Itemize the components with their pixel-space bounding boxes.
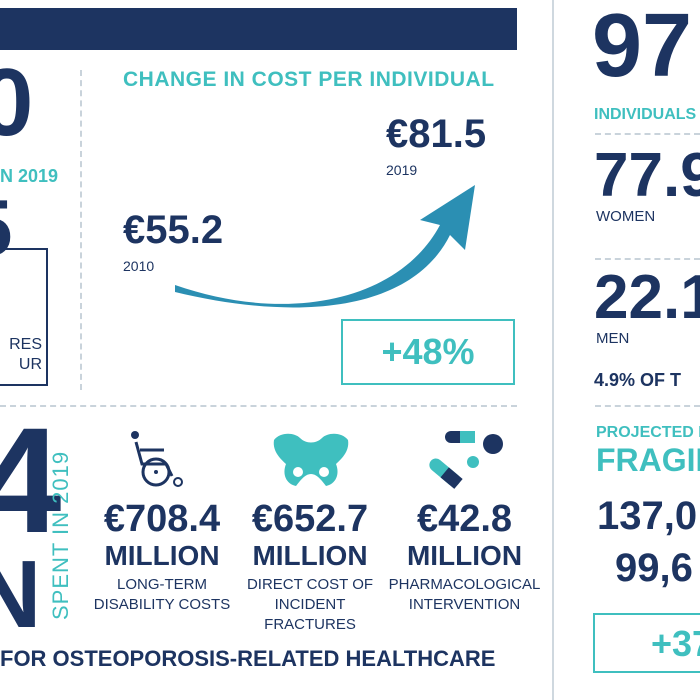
spend-value-pharma: €42.8	[416, 498, 513, 540]
projected-change-text: +37	[651, 623, 700, 664]
year-2019: 2019	[386, 162, 418, 178]
projected-label: PROJECTED I	[596, 424, 700, 441]
desc-line: DISABILITY COSTS	[93, 596, 231, 613]
spent-vertical-label: SPENT IN 2019	[48, 450, 73, 620]
projected-value-a: 137,0	[597, 494, 698, 538]
projected-value-b: 99,6	[615, 546, 693, 590]
cost-change-title: CHANGE IN COST PER INDIVIDUAL	[123, 68, 495, 91]
year-2010: 2010	[123, 258, 155, 274]
dashed-divider-right-3	[595, 405, 700, 407]
dashed-divider-vertical	[80, 70, 82, 390]
dashed-divider-right-1	[595, 133, 700, 135]
spend-unit-disability: MILLION	[104, 540, 220, 571]
desc-line: LONG-TERM	[117, 576, 207, 593]
pelvis-icon	[273, 433, 349, 486]
wheelchair-icon	[131, 431, 183, 487]
women-value: 77.9	[594, 141, 700, 210]
growth-arrow	[175, 185, 475, 308]
men-value: 22.1	[594, 263, 700, 332]
left-big-number: 0	[0, 49, 34, 156]
fragil-label: FRAGIL	[596, 442, 700, 478]
spend-desc-pharma: PHARMACOLOGICAL INTERVENTION	[387, 575, 542, 615]
spend-desc-fractures: DIRECT COST OF INCIDENT FRACTURES	[240, 575, 380, 635]
men-label: MEN	[596, 330, 630, 347]
spent-big-digit: 4	[0, 396, 62, 564]
value-2010: €55.2	[123, 208, 224, 252]
spend-desc-disability: LONG-TERM DISABILITY COSTS	[92, 575, 232, 615]
spend-value-disability: €708.4	[103, 498, 221, 540]
spend-value-fractures: €652.7	[251, 498, 369, 540]
spent-big-letter: N	[0, 541, 42, 648]
individuals-label: INDIVIDUALS	[594, 106, 697, 123]
desc-line: INTERVENTION	[408, 596, 521, 613]
percent-text: 4.9% OF T	[594, 370, 682, 390]
spent-footer: FOR OSTEOPOROSIS-RELATED HEALTHCARE	[0, 646, 496, 671]
dashed-divider-right-2	[595, 258, 700, 260]
cost-change-box: +48%	[341, 319, 515, 385]
right-big-number: 97	[592, 0, 693, 96]
spend-unit-fractures: MILLION	[252, 540, 368, 571]
desc-line: INCIDENT	[274, 596, 346, 613]
dashed-divider-horizontal	[0, 405, 517, 407]
pills-icon	[429, 431, 503, 489]
header-bar	[0, 8, 517, 50]
desc-line: DIRECT COST OF	[246, 576, 374, 593]
column-divider	[552, 0, 554, 700]
desc-line: PHARMACOLOGICAL	[388, 576, 541, 593]
projected-change-box: +37	[593, 613, 700, 673]
left-box-line2: UR	[18, 356, 42, 373]
desc-line: FRACTURES	[264, 616, 356, 633]
spend-unit-pharma: MILLION	[406, 540, 523, 571]
left-box-line1: RES	[9, 336, 42, 353]
value-2019: €81.5	[386, 112, 487, 156]
women-label: WOMEN	[596, 208, 656, 225]
left-year-label: N 2019	[0, 166, 59, 186]
left-info-box: RES UR	[0, 248, 48, 386]
